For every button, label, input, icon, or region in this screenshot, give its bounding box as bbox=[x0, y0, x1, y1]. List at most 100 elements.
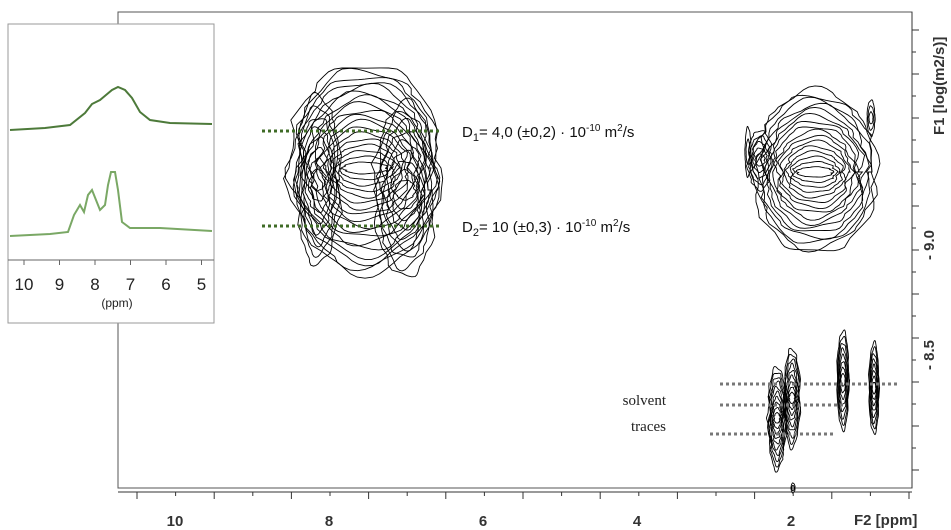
contour bbox=[769, 385, 785, 451]
contour bbox=[390, 169, 420, 210]
y-axis-label: F1 [log(m2/s)] bbox=[931, 37, 948, 135]
contour bbox=[315, 118, 411, 215]
contour bbox=[293, 92, 343, 267]
contour bbox=[772, 128, 857, 213]
contour bbox=[870, 370, 878, 407]
subscript: 2 bbox=[473, 227, 479, 239]
contour bbox=[789, 155, 842, 188]
inset-tick-label: 6 bbox=[161, 275, 170, 294]
contour bbox=[772, 126, 859, 221]
contour bbox=[753, 153, 766, 167]
contour bbox=[838, 353, 848, 405]
text: = 10 (±0,3) · 10 bbox=[479, 219, 582, 236]
contour bbox=[745, 138, 751, 165]
contour bbox=[764, 112, 866, 229]
contour bbox=[307, 101, 422, 234]
y-tick-label: - 8.5 bbox=[921, 340, 938, 370]
contour bbox=[299, 90, 426, 247]
contour bbox=[784, 150, 844, 193]
y-axis: - 9.0 - 8.5 bbox=[911, 12, 938, 488]
contour bbox=[302, 136, 334, 225]
contour bbox=[871, 375, 877, 400]
contour bbox=[840, 373, 846, 387]
solvent-label: traces bbox=[631, 419, 666, 435]
contour bbox=[305, 94, 427, 237]
inset-ticks: 10 9 8 7 6 5 bbox=[15, 260, 206, 294]
dotted-lines bbox=[262, 129, 900, 436]
contour bbox=[308, 168, 327, 192]
contour bbox=[373, 110, 435, 272]
d1-label: D1= 4,0 (±0,2) · 10-10 m2/s bbox=[462, 123, 634, 144]
text: = 4,0 (±0,2) · 10 bbox=[479, 124, 586, 141]
x-axis: 10 8 6 4 2 bbox=[118, 491, 912, 530]
superscript: 2 bbox=[617, 123, 623, 134]
contour bbox=[340, 161, 389, 175]
contours bbox=[283, 67, 881, 494]
x-tick-label: 8 bbox=[325, 513, 333, 530]
contour bbox=[759, 106, 870, 232]
contour bbox=[746, 130, 775, 192]
inset-tick-label: 8 bbox=[90, 275, 99, 294]
solvent-label: solvent bbox=[623, 393, 667, 409]
inset: 10 9 8 7 6 5 (ppm) bbox=[7, 23, 215, 324]
contour bbox=[327, 138, 403, 199]
contour bbox=[767, 372, 787, 468]
contour bbox=[773, 412, 782, 424]
contour bbox=[785, 370, 800, 428]
inset-tick-label: 10 bbox=[15, 275, 34, 294]
contour bbox=[298, 118, 338, 248]
contour bbox=[788, 391, 796, 404]
superscript: 2 bbox=[613, 218, 619, 229]
inset-axis-label: (ppm) bbox=[101, 296, 132, 310]
inset-spectrum bbox=[9, 85, 213, 131]
d2-label: D2= 10 (±0,3) · 10-10 m2/s bbox=[462, 218, 630, 239]
contour bbox=[392, 180, 418, 201]
x-tick-label: 4 bbox=[633, 513, 642, 530]
x-tick-label: 2 bbox=[787, 513, 795, 530]
contour bbox=[871, 382, 877, 395]
contour bbox=[380, 139, 426, 240]
unit: /s bbox=[623, 124, 635, 141]
contour bbox=[779, 139, 851, 203]
plot-frame bbox=[117, 11, 913, 489]
x-tick-label: 6 bbox=[479, 513, 487, 530]
symbol: D bbox=[462, 219, 473, 236]
contour bbox=[783, 145, 847, 199]
inset-tick-label: 7 bbox=[126, 275, 135, 294]
unit: /s bbox=[619, 219, 631, 236]
x-axis-label: F2 [ppm] bbox=[854, 512, 917, 529]
contour bbox=[292, 77, 441, 267]
unit: m bbox=[596, 219, 613, 236]
y-tick-label: - 9.0 bbox=[921, 230, 938, 260]
contour bbox=[795, 166, 835, 178]
contour bbox=[375, 118, 433, 258]
contour bbox=[755, 96, 872, 244]
superscript: -10 bbox=[586, 123, 601, 134]
contour bbox=[388, 160, 423, 222]
inset-spectrum bbox=[9, 171, 213, 237]
contour bbox=[294, 105, 341, 258]
contour bbox=[314, 113, 414, 223]
contour bbox=[765, 366, 788, 473]
contour bbox=[380, 131, 432, 252]
contour bbox=[785, 374, 798, 421]
contour bbox=[866, 99, 876, 138]
contour bbox=[867, 105, 875, 131]
contour bbox=[750, 140, 770, 179]
contour bbox=[837, 343, 849, 420]
contour bbox=[749, 94, 878, 253]
contour bbox=[869, 358, 879, 418]
x-tick-label: 10 bbox=[167, 513, 184, 530]
contour bbox=[839, 366, 847, 394]
inset-tick-label: 5 bbox=[197, 275, 206, 294]
contour bbox=[791, 484, 795, 491]
contour bbox=[868, 340, 881, 436]
inset-tick-label: 9 bbox=[55, 275, 64, 294]
unit: m bbox=[600, 124, 617, 141]
contour bbox=[868, 111, 874, 125]
subscript: 1 bbox=[473, 132, 479, 144]
contour bbox=[765, 121, 863, 226]
contour bbox=[301, 126, 336, 236]
symbol: D bbox=[462, 124, 473, 141]
